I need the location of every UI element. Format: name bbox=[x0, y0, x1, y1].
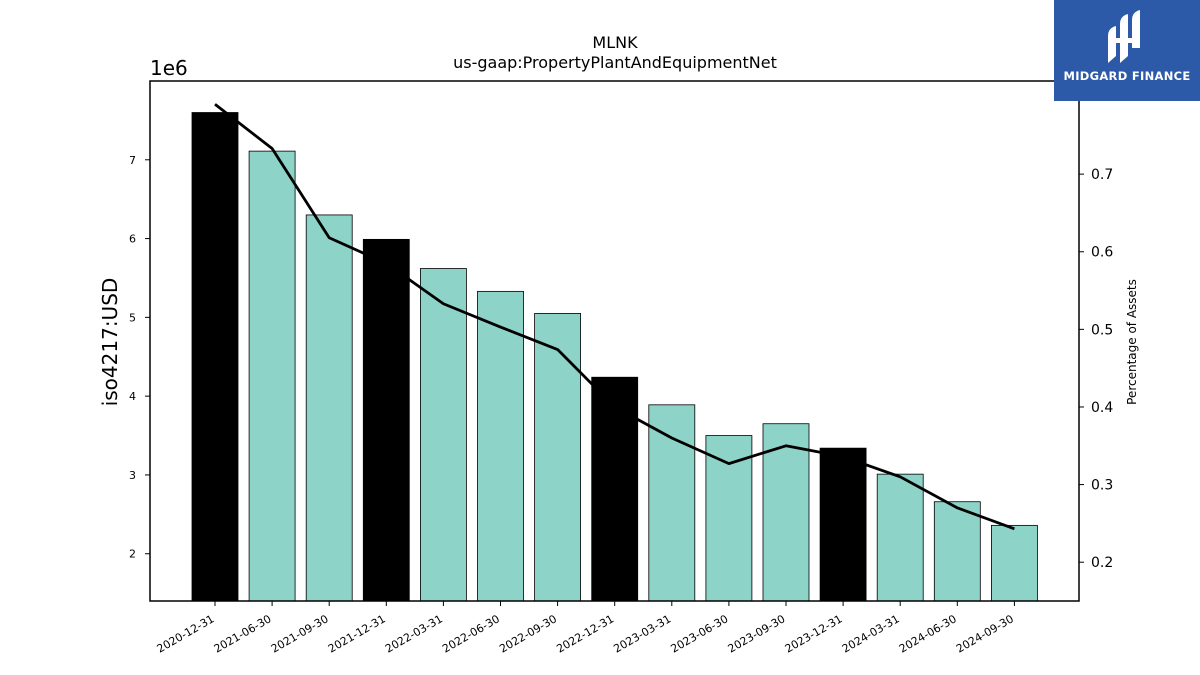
y-tick-label: 3 bbox=[129, 469, 136, 482]
y-tick-label: 2 bbox=[129, 548, 136, 561]
y2-tick-label: 0.5 bbox=[1091, 322, 1113, 338]
y-tick-label: 5 bbox=[129, 311, 136, 324]
y-axis-label: iso4217:USD bbox=[98, 278, 122, 407]
bar-2022-06-30 bbox=[477, 290, 524, 602]
bar-2021-12-31 bbox=[362, 238, 410, 602]
y2-axis-label: Percentage of Assets bbox=[1125, 279, 1139, 405]
midgard-finance-logo: MIDGARD FINANCE bbox=[1054, 0, 1200, 101]
bar-2024-09-30 bbox=[991, 524, 1038, 602]
y2-tick-label: 0.6 bbox=[1091, 245, 1113, 261]
x-tick-label: 2024-06-30 bbox=[897, 612, 959, 655]
y2-tick-label: 0.7 bbox=[1091, 167, 1113, 183]
chart-subtitle: us-gaap:PropertyPlantAndEquipmentNet bbox=[453, 53, 777, 72]
bar-2023-09-30 bbox=[762, 423, 810, 602]
bar-2023-12-31 bbox=[819, 447, 867, 602]
x-tick-label: 2021-09-30 bbox=[269, 612, 331, 655]
bar-2022-09-30 bbox=[534, 313, 581, 602]
x-tick-label: 2024-09-30 bbox=[954, 612, 1016, 655]
y-tick-label: 7 bbox=[129, 154, 136, 167]
chart-title: MLNK bbox=[592, 33, 638, 52]
y-offset-label: 1e6 bbox=[150, 56, 188, 80]
bar-2021-06-30 bbox=[248, 150, 296, 602]
percentage-of-assets-line bbox=[214, 103, 1015, 531]
x-tick-label: 2022-06-30 bbox=[440, 612, 502, 655]
x-tick-label: 2024-03-31 bbox=[840, 612, 902, 655]
logo-text: MIDGARD FINANCE bbox=[1063, 69, 1191, 83]
line-layer bbox=[214, 103, 1015, 531]
x-tick-label: 2023-09-30 bbox=[726, 612, 788, 655]
x-tick-label: 2023-12-31 bbox=[783, 612, 845, 655]
y2-tick-label: 0.4 bbox=[1091, 400, 1113, 416]
bar-2023-03-31 bbox=[648, 404, 696, 602]
bar-2022-12-31 bbox=[591, 376, 639, 602]
y2-tick-label: 0.2 bbox=[1091, 555, 1113, 571]
bar-2022-03-31 bbox=[419, 268, 467, 602]
x-tick-label: 2023-03-31 bbox=[611, 612, 673, 655]
midgard-logo-icon bbox=[1108, 10, 1140, 63]
x-tick-label: 2021-06-30 bbox=[212, 612, 274, 655]
bar-2020-12-31 bbox=[191, 112, 239, 602]
bar-2024-03-31 bbox=[876, 473, 924, 602]
bars-layer bbox=[191, 112, 1038, 602]
x-tick-label: 2023-06-30 bbox=[669, 612, 731, 655]
x-tick-label: 2022-09-30 bbox=[497, 612, 559, 655]
y-tick-label: 6 bbox=[129, 233, 136, 246]
x-tick-label: 2021-12-31 bbox=[326, 612, 388, 655]
y2-tick-label: 0.3 bbox=[1091, 478, 1113, 494]
bar-2023-06-30 bbox=[705, 435, 753, 602]
x-tick-label: 2022-12-31 bbox=[554, 612, 616, 655]
bar-2021-09-30 bbox=[305, 214, 353, 602]
x-tick-label: 2020-12-31 bbox=[155, 612, 217, 655]
x-tick-label: 2022-03-31 bbox=[383, 612, 445, 655]
bar-2024-06-30 bbox=[933, 501, 981, 602]
y-tick-label: 4 bbox=[129, 390, 136, 403]
